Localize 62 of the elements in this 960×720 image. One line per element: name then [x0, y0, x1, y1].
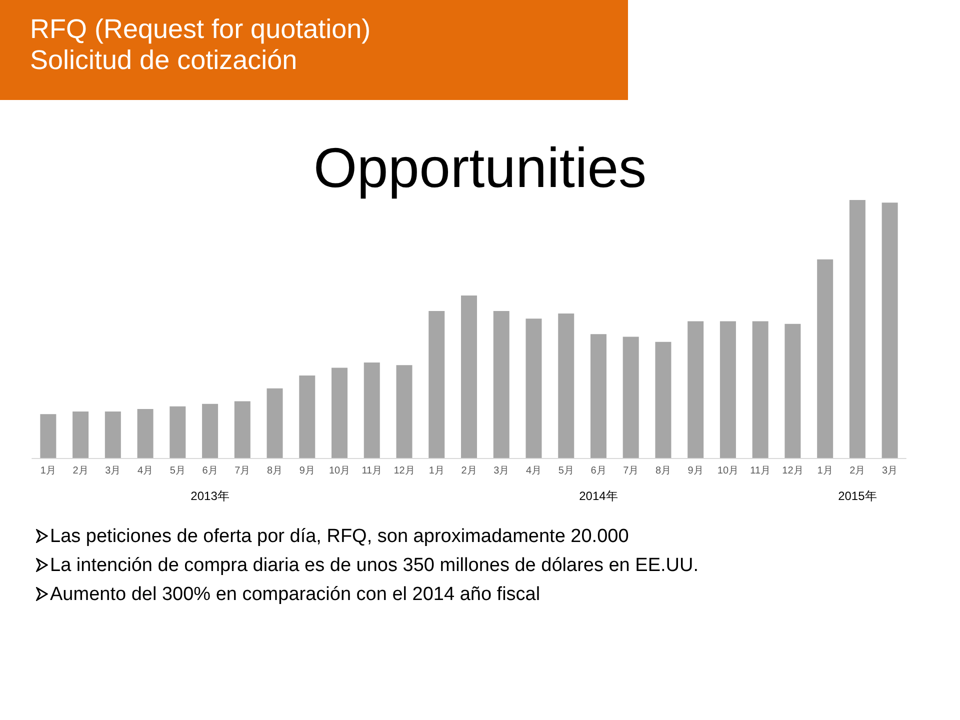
bar [332, 368, 348, 458]
text: 2015年 [838, 488, 877, 505]
x-tick-label: 1月 [40, 466, 56, 476]
bar [40, 414, 56, 458]
x-tick-label: 1月 [428, 466, 444, 476]
x-tick-label: 4月 [138, 466, 154, 476]
x-tick-label: 9月 [688, 466, 704, 476]
bar [882, 202, 898, 458]
x-tick-label: 11月 [750, 466, 771, 476]
x-tick-label: 10月 [328, 466, 350, 476]
bar [104, 412, 121, 458]
bar [234, 401, 250, 458]
bar [396, 365, 412, 458]
x-tick-label: 1月 [817, 466, 833, 476]
bar [526, 318, 542, 458]
text: Las peticiones de oferta por día, RFQ, son aproximadamente 20.000 [50, 526, 629, 547]
x-tick-label: 12月 [782, 466, 804, 476]
bar [299, 375, 316, 458]
bar [493, 310, 510, 458]
bar [752, 321, 768, 458]
x-tick-label: 12月 [394, 466, 415, 476]
x-tick-label: 11月 [362, 466, 382, 476]
text: 2013年 [190, 488, 230, 505]
bar [817, 259, 834, 458]
text: Aumento del 300% en comparación con el 2014 año fiscal [50, 584, 540, 605]
x-tick-label: 3月 [105, 466, 121, 476]
chart-subtitle: RFQ (Request for quotation) Solicitud de cotización [0, 0, 628, 100]
text: La intención de compra diaria es de unos 350 millones de dólares en EE.UU. [50, 555, 698, 576]
x-tick-label: 8月 [266, 466, 283, 476]
x-tick-label: 2月 [850, 466, 866, 476]
x-tick-label: 2月 [461, 466, 477, 476]
bar [461, 295, 477, 458]
bar [622, 336, 639, 458]
x-tick-label: 8月 [655, 466, 672, 476]
x-tick-label: 2月 [72, 466, 88, 476]
text: 2014年 [579, 488, 618, 505]
x-tick-label: 6月 [590, 466, 606, 476]
chart-title: Opportunities [312, 135, 648, 200]
bar [590, 334, 606, 458]
x-tick-label: 7月 [623, 466, 639, 476]
x-tick-label: 6月 [202, 466, 218, 476]
bar [784, 324, 801, 458]
bar [137, 408, 154, 458]
x-tick-label: 5月 [558, 466, 574, 476]
x-tick-label: 3月 [494, 466, 510, 476]
x-tick-label: 3月 [882, 466, 898, 476]
bar [849, 200, 866, 458]
bar [170, 406, 186, 458]
bar [266, 388, 283, 458]
bar [428, 310, 445, 458]
x-tick-label: 4月 [526, 466, 542, 476]
x-tick-label: 10月 [717, 466, 739, 476]
bar [202, 404, 218, 458]
x-tick-label: 7月 [234, 466, 250, 476]
bar [558, 314, 574, 458]
bar [720, 321, 736, 458]
bar [688, 321, 704, 458]
x-tick-label: 5月 [170, 466, 186, 476]
bar [72, 412, 89, 458]
bar [364, 362, 380, 458]
bar [655, 342, 672, 458]
x-tick-label: 9月 [299, 466, 315, 476]
